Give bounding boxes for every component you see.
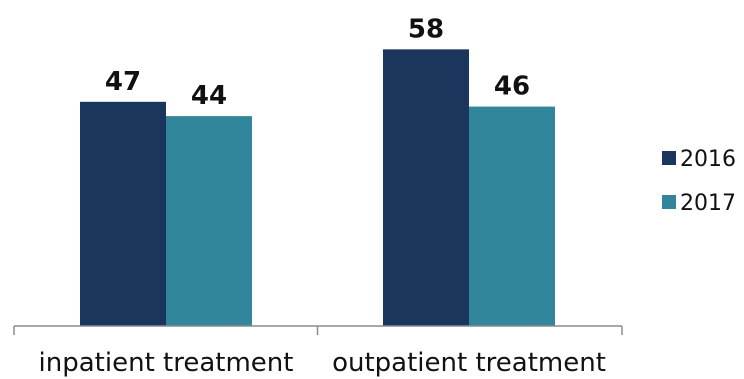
bar-2016-1 bbox=[383, 49, 469, 327]
data-labels-group: 47 44 58 46 bbox=[105, 14, 530, 111]
data-label-2016-1: 58 bbox=[408, 14, 444, 44]
legend-label-2016: 2016 bbox=[680, 147, 736, 172]
bars-group bbox=[80, 49, 555, 327]
category-labels-group: inpatient treatment outpatient treatment bbox=[39, 348, 606, 378]
legend-label-2017: 2017 bbox=[680, 191, 736, 216]
x-axis bbox=[13, 325, 623, 335]
legend-swatch-2016 bbox=[662, 151, 676, 165]
legend-swatch-2017 bbox=[662, 195, 676, 209]
category-label-0: inpatient treatment bbox=[39, 348, 294, 378]
legend: 2016 2017 bbox=[662, 147, 736, 216]
data-label-2017-1: 46 bbox=[494, 72, 530, 102]
category-label-1: outpatient treatment bbox=[332, 348, 606, 378]
bar-2017-1 bbox=[469, 106, 555, 326]
bar-2017-0 bbox=[166, 116, 252, 327]
bar-2016-0 bbox=[80, 101, 166, 326]
data-label-2017-0: 44 bbox=[191, 81, 227, 111]
data-label-2016-0: 47 bbox=[105, 67, 141, 97]
